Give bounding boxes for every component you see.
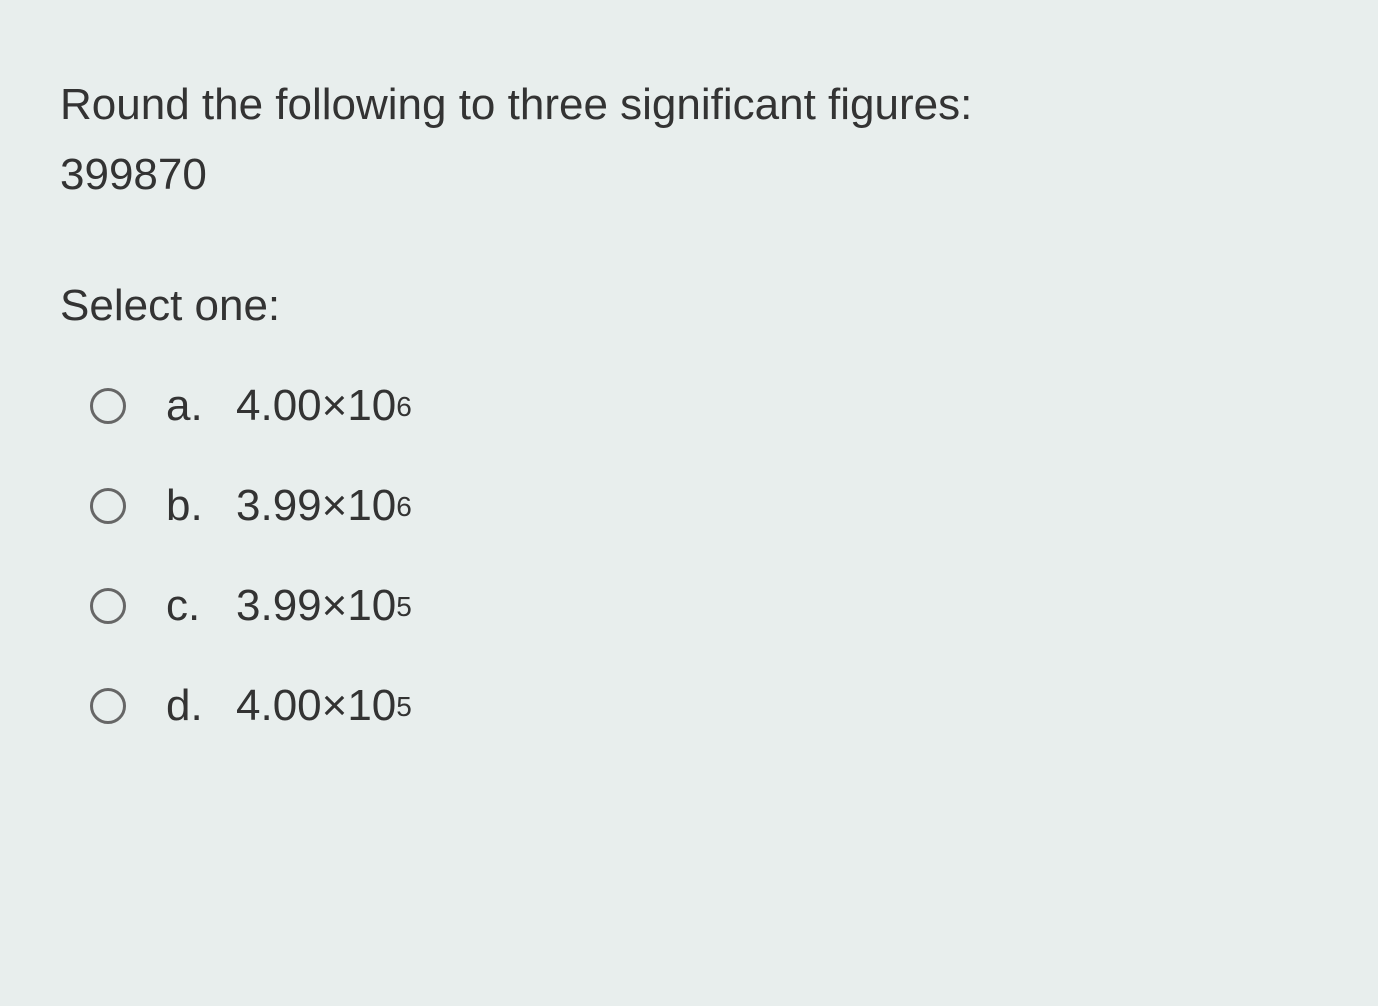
question-prompt-line2: 399870 (60, 140, 1318, 210)
option-letter: c. (166, 581, 236, 631)
option-exponent: 6 (396, 491, 412, 523)
radio-icon[interactable] (90, 688, 126, 724)
radio-icon[interactable] (90, 588, 126, 624)
option-answer: 3.99×106 (236, 481, 412, 531)
radio-icon[interactable] (90, 488, 126, 524)
quiz-container: Round the following to three significant… (0, 0, 1378, 841)
option-answer: 4.00×105 (236, 681, 412, 731)
radio-icon[interactable] (90, 388, 126, 424)
option-d[interactable]: d. 4.00×105 (90, 681, 1318, 731)
option-letter: a. (166, 381, 236, 431)
option-c[interactable]: c. 3.99×105 (90, 581, 1318, 631)
option-answer: 3.99×105 (236, 581, 412, 631)
options-list: a. 4.00×106 b. 3.99×106 c. 3.99×105 d. 4… (60, 381, 1318, 731)
option-answer: 4.00×106 (236, 381, 412, 431)
option-b[interactable]: b. 3.99×106 (90, 481, 1318, 531)
option-mantissa: 3.99×10 (236, 581, 396, 631)
option-mantissa: 4.00×10 (236, 681, 396, 731)
question-prompt-line1: Round the following to three significant… (60, 70, 1318, 140)
option-a[interactable]: a. 4.00×106 (90, 381, 1318, 431)
option-letter: d. (166, 681, 236, 731)
option-letter: b. (166, 481, 236, 531)
option-mantissa: 4.00×10 (236, 381, 396, 431)
option-exponent: 6 (396, 391, 412, 423)
select-one-label: Select one: (60, 281, 1318, 331)
question-text: Round the following to three significant… (60, 70, 1318, 211)
option-exponent: 5 (396, 591, 412, 623)
option-mantissa: 3.99×10 (236, 481, 396, 531)
option-exponent: 5 (396, 691, 412, 723)
